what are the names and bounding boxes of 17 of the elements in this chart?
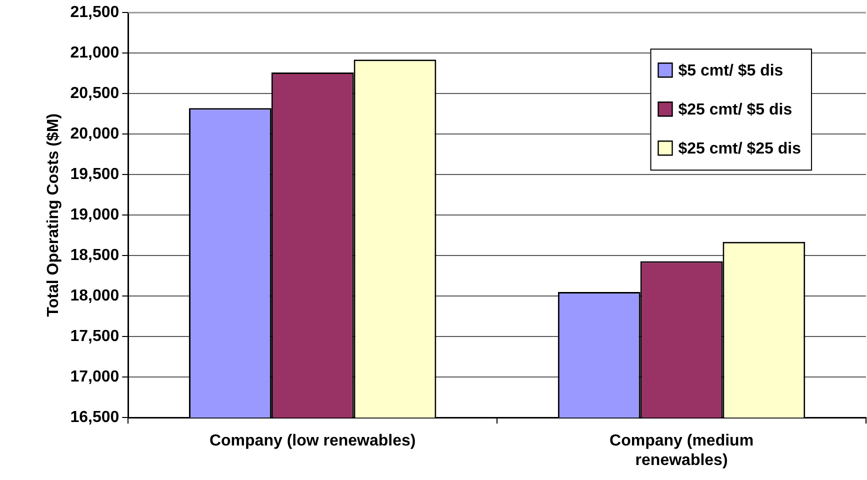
y-tick-label: 20,500 — [70, 85, 120, 102]
legend-label: $25 cmt/ $5 dis — [678, 102, 792, 119]
y-axis-title: Total Operating Costs ($M) — [45, 113, 62, 317]
y-tick-label: 16,500 — [70, 409, 120, 426]
y-tick-label: 20,000 — [70, 126, 120, 143]
x-tick-label: Company (low renewables) — [209, 432, 416, 450]
y-tick-label: 21,500 — [70, 4, 120, 22]
y-tick-label: 18,500 — [70, 247, 120, 264]
y-tick-label: 17,500 — [70, 328, 120, 346]
y-tick-label: 19,500 — [70, 166, 120, 184]
x-tick-label: Company (medium renewables) — [610, 432, 754, 469]
legend-label: $5 cmt/ $5 dis — [678, 62, 784, 80]
y-tick-label: 18,000 — [70, 288, 120, 305]
y-tick-label: 21,000 — [70, 44, 120, 62]
legend-label: $25 cmt/ $25 dis — [678, 140, 802, 158]
y-tick-label: 17,000 — [70, 368, 120, 386]
y-tick-label: 19,000 — [70, 206, 120, 224]
